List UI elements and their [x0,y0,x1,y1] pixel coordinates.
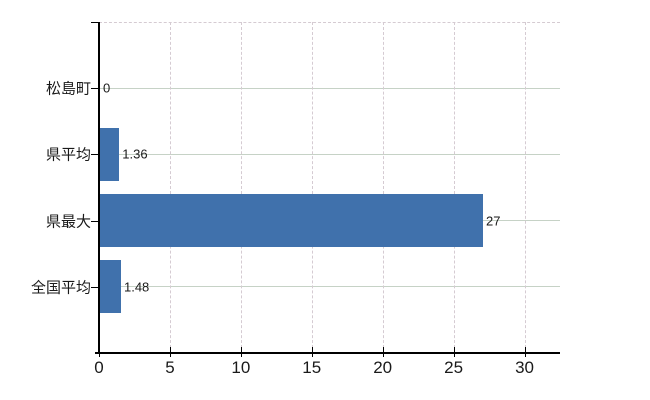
category-label: 県最大 [45,213,91,231]
category-label: 県平均 [45,146,91,164]
x-axis-line [95,352,560,354]
y-axis-tick [91,220,99,222]
value-label: 27 [485,213,501,229]
y-axis-tick [91,22,99,23]
category-label: 全国平均 [30,279,91,297]
x-axis-tick-label: 15 [302,358,322,377]
y-axis-tick [91,154,99,156]
y-axis-line [98,22,100,353]
x-axis-tick-label: 10 [231,358,251,377]
gridline-vertical [524,22,526,353]
value-label: 0 [103,80,111,96]
category-label: 松島町 [45,80,91,98]
x-axis-tick-label: 30 [515,358,534,377]
gridline-vertical [382,22,384,353]
gridline-vertical [453,22,455,353]
gridline-horizontal [99,153,560,155]
gridline-vertical [169,22,171,353]
bar [100,260,121,314]
value-label: 1.36 [122,146,148,162]
x-axis-tick-label: 5 [165,358,175,377]
bar [100,194,483,248]
gridline-vertical [240,22,242,353]
x-axis-tick-label: 20 [373,358,393,377]
gridline-horizontal [99,286,560,288]
bar [100,127,120,181]
plot-area [99,22,560,354]
x-axis-tick-label: 25 [444,358,464,377]
y-axis-tick [91,286,99,288]
value-label: 1.48 [123,279,150,295]
gridline-horizontal [99,87,560,89]
y-axis-tick [91,88,99,90]
gridline-vertical [311,22,313,353]
x-axis-tick-label: 0 [94,358,104,377]
